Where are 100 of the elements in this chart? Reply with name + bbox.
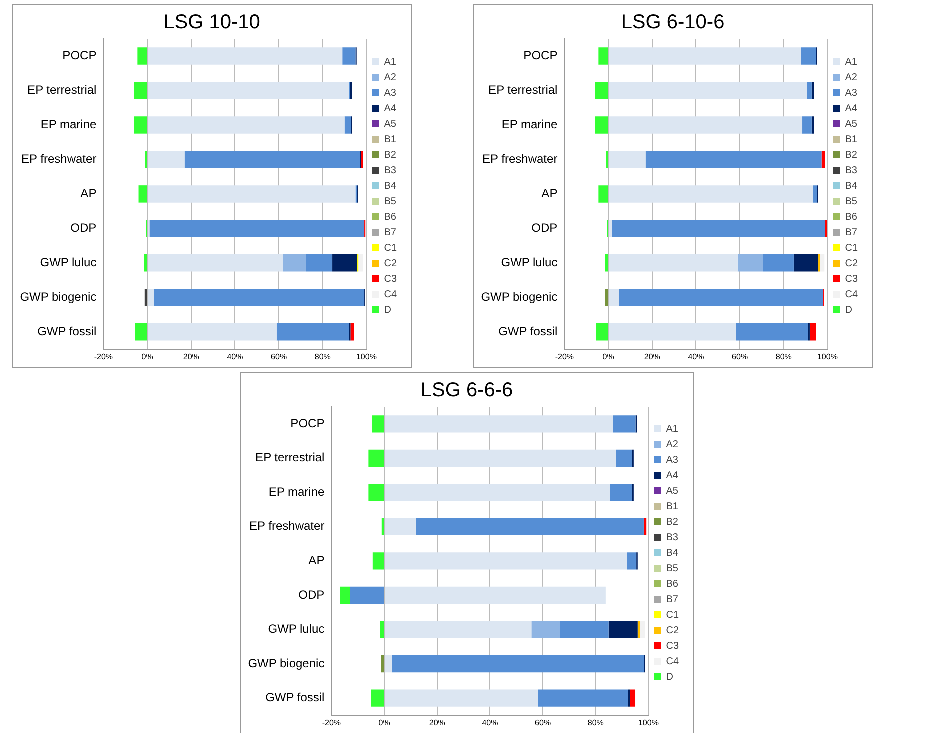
x-tick-label: 100%: [817, 352, 838, 362]
legend-label: B2: [384, 150, 397, 161]
y-tick-label: ODP: [298, 588, 325, 602]
y-tick-label: EP marine: [40, 118, 98, 132]
legend-label: C3: [666, 640, 680, 652]
legend-label: A2: [666, 439, 679, 450]
chart-title: LSG 10-10: [164, 12, 260, 34]
x-tick-label: 80%: [588, 718, 604, 728]
x-tick-label: 60%: [535, 718, 552, 728]
legend-label: A2: [384, 72, 397, 84]
legend-label: B4: [666, 548, 679, 559]
legend-label: D: [384, 304, 392, 316]
y-tick-label: POCP: [290, 416, 325, 430]
x-tick-label: 20%: [183, 352, 200, 362]
y-tick-label: POCP: [62, 48, 97, 63]
y-tick-label: EP marine: [502, 118, 558, 132]
legend-label: B1: [845, 134, 858, 146]
legend-label: B6: [384, 212, 397, 223]
legend-label: A1: [845, 56, 858, 68]
legend-label: B3: [384, 165, 397, 176]
legend-label: C4: [845, 289, 858, 300]
y-tick-label: AP: [80, 186, 97, 201]
legend-label: B5: [384, 196, 397, 208]
x-tick-label: 0%: [142, 352, 154, 362]
x-tick-label: 100%: [638, 718, 659, 728]
y-tick-label: EP terrestrial: [256, 450, 325, 465]
legend-label: D: [845, 304, 852, 316]
y-tick-label: ODP: [70, 221, 97, 235]
legend-label: C2: [845, 258, 858, 270]
legend-label: C4: [666, 656, 680, 668]
legend-label: D: [666, 672, 674, 683]
x-tick-label: 20%: [429, 718, 446, 728]
legend-label: C3: [384, 274, 398, 285]
legend-label: C1: [845, 242, 858, 254]
y-tick-label: GWP luluc: [268, 622, 325, 636]
legend-label: B4: [384, 180, 397, 192]
legend-label: B3: [666, 532, 679, 544]
y-tick-label: EP freshwater: [22, 152, 97, 166]
x-tick-label: 0%: [602, 352, 614, 362]
y-tick-label: GWP biogenic: [20, 290, 97, 304]
legend-label: C1: [384, 242, 398, 254]
legend-label: B7: [845, 227, 858, 238]
x-tick-label: 40%: [482, 718, 498, 728]
legend-label: A3: [845, 88, 858, 99]
y-tick-label: AP: [308, 554, 325, 568]
y-tick-label: EP freshwater: [482, 152, 558, 166]
legend-label: B1: [384, 134, 397, 146]
legend-label: A5: [666, 486, 679, 497]
y-tick-label: ODP: [532, 221, 558, 235]
x-tick-label: 20%: [644, 352, 660, 362]
y-tick-label: EP freshwater: [250, 519, 325, 534]
x-tick-label: 60%: [732, 352, 748, 362]
x-tick-label: 100%: [356, 352, 377, 362]
y-tick-label: POCP: [524, 48, 558, 63]
legend-label: C4: [384, 289, 398, 300]
y-tick-label: EP marine: [268, 484, 326, 499]
x-tick-label: -20%: [94, 352, 114, 362]
legend-label: A1: [384, 56, 397, 68]
chart-title: LSG 6-6-6: [420, 380, 514, 402]
y-tick-label: AP: [542, 186, 558, 201]
y-tick-label: GWP fossil: [266, 690, 325, 705]
x-tick-label: 40%: [688, 352, 704, 362]
y-tick-label: GWP biogenic: [248, 656, 325, 670]
legend-label: B6: [845, 212, 858, 223]
legend-label: A2: [845, 72, 858, 84]
legend-label: C3: [845, 274, 858, 285]
legend-label: A4: [845, 103, 858, 114]
legend-label: B6: [666, 578, 679, 590]
legend-label: B4: [845, 180, 858, 192]
x-tick-label: 0%: [378, 718, 390, 728]
y-tick-label: EP terrestrial: [488, 83, 558, 98]
legend-label: B7: [384, 227, 397, 238]
legend-label: B1: [666, 501, 679, 512]
x-tick-label: 80%: [776, 352, 792, 362]
legend-label: A5: [845, 118, 858, 130]
y-tick-label: GWP fossil: [38, 324, 97, 338]
legend-label: B5: [845, 196, 858, 208]
legend-label: A1: [666, 424, 679, 435]
legend-label: B7: [666, 594, 679, 606]
legend-label: B3: [845, 165, 858, 176]
x-tick-label: -20%: [555, 352, 574, 362]
x-tick-label: 40%: [227, 352, 244, 362]
legend-label: B2: [845, 150, 858, 161]
legend-label: C2: [666, 625, 680, 636]
x-tick-label: 60%: [271, 352, 288, 362]
chart-title: LSG 6-10-6: [621, 12, 725, 34]
legend-label: A5: [384, 118, 397, 130]
legend-label: B5: [666, 563, 679, 574]
y-tick-label: GWP luluc: [501, 255, 558, 270]
y-tick-label: GWP luluc: [40, 255, 97, 270]
y-tick-label: GWP biogenic: [481, 290, 558, 304]
legend-label: A4: [666, 470, 679, 482]
y-tick-label: GWP fossil: [498, 324, 558, 338]
legend-label: A3: [384, 88, 397, 99]
legend-label: C1: [666, 610, 680, 621]
legend-label: A4: [384, 103, 397, 114]
x-tick-label: 80%: [314, 352, 331, 362]
x-tick-label: -20%: [322, 718, 342, 728]
legend-label: A3: [666, 454, 679, 466]
y-tick-label: EP terrestrial: [28, 83, 97, 98]
